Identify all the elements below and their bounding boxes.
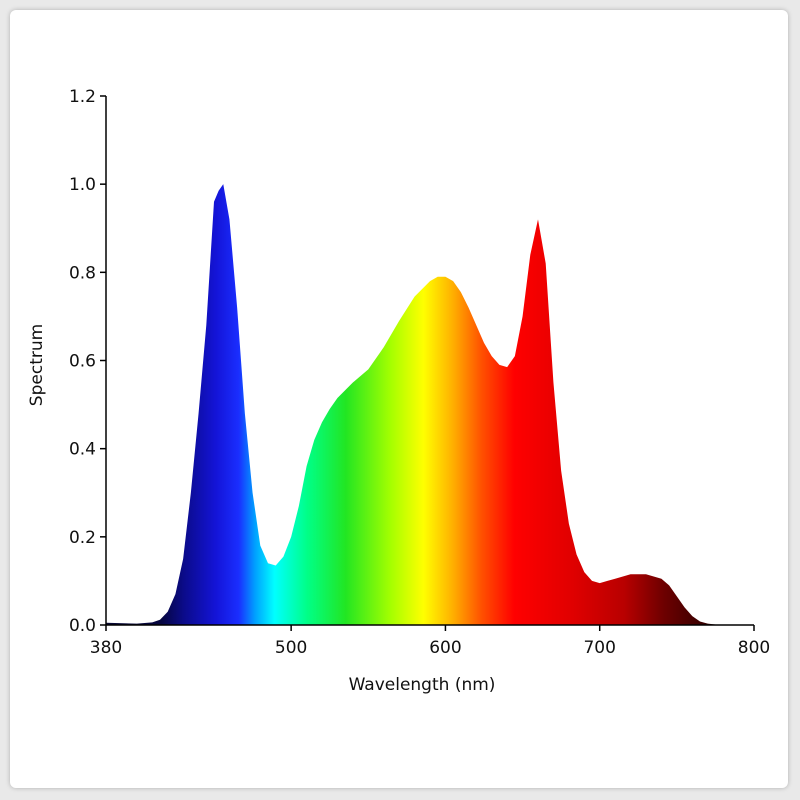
y-tick-label: 0.4 <box>69 440 96 460</box>
x-axis-title: Wavelength (nm) <box>349 675 496 695</box>
y-tick-label: 0.0 <box>69 616 96 636</box>
spectrum-area <box>106 184 754 626</box>
x-tick-label: 500 <box>275 638 307 658</box>
x-tick-label: 380 <box>90 638 122 658</box>
y-tick-label: 1.0 <box>69 175 96 195</box>
y-tick-label: 0.8 <box>69 263 96 283</box>
x-tick-label: 600 <box>429 638 461 658</box>
y-tick-label: 0.6 <box>69 352 96 372</box>
x-tick-label: 800 <box>738 638 770 658</box>
y-tick-label: 0.2 <box>69 528 96 548</box>
ticks: 0.0 0.2 0.4 0.6 0.8 1.0 1.2 380 500 600 700 800 <box>69 87 770 658</box>
y-tick-label: 1.2 <box>69 87 96 107</box>
x-tick-label: 700 <box>583 638 615 658</box>
y-axis-title: Spectrum <box>27 324 47 406</box>
